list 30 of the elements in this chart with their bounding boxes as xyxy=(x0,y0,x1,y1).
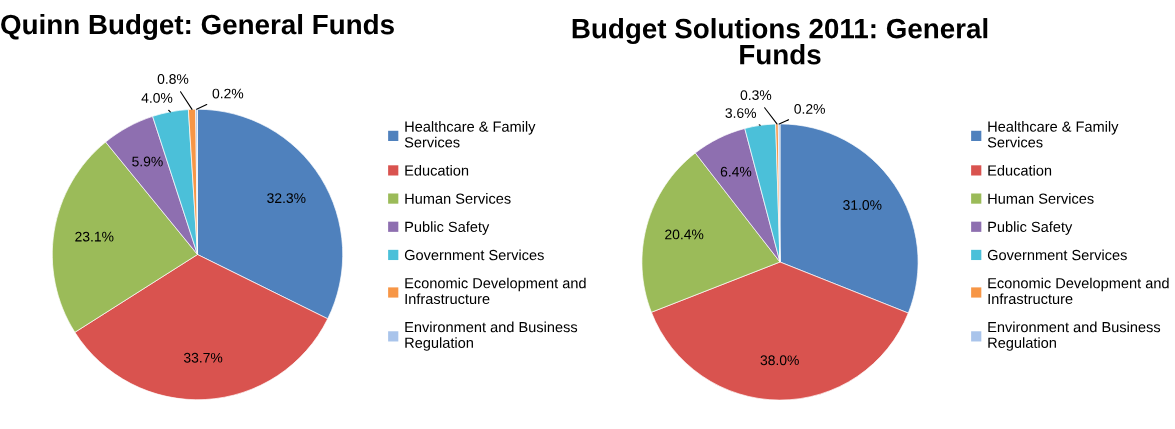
data-label: 5.9% xyxy=(132,156,163,167)
legend-label: Human Services xyxy=(988,193,1094,204)
data-label: 3.6% xyxy=(725,108,757,118)
legend-label: Healthcare & Family Services xyxy=(987,121,1119,148)
legend-label: Economic Development and Infrastructure xyxy=(988,277,1169,305)
legend-label: Education xyxy=(405,164,469,176)
legend-label: Economic Development and Infrastructure xyxy=(405,277,586,305)
legend-label: Environment and Business Regulation xyxy=(405,321,578,351)
data-label: 0.2% xyxy=(212,88,244,99)
legend-label: Government Services xyxy=(404,249,544,261)
data-label: 33.7% xyxy=(183,352,223,363)
data-label: 23.1% xyxy=(75,231,114,242)
data-label: 31.0% xyxy=(843,200,882,210)
data-label: 20.4% xyxy=(665,229,704,240)
legend-label: Environment and Business Regulation xyxy=(988,321,1161,351)
data-label: 6.4% xyxy=(720,166,752,177)
legend-label: Government Services xyxy=(987,249,1127,261)
legend-label: Healthcare & Family Services xyxy=(404,121,536,148)
legend-label: Education xyxy=(988,164,1052,176)
chart-title: Quinn Budget: General Funds xyxy=(1,13,394,41)
data-label: 38.0% xyxy=(760,355,799,366)
legend-label: Public Safety xyxy=(405,221,490,235)
chart-title: Budget Solutions 2011: General Funds xyxy=(572,18,988,65)
data-label: 32.3% xyxy=(267,193,306,204)
data-label: 0.8% xyxy=(157,74,189,84)
data-label: 0.2% xyxy=(794,103,825,114)
data-label: 0.3% xyxy=(740,90,772,101)
legend-label: Public Safety xyxy=(988,221,1073,235)
data-label: 4.0% xyxy=(141,92,173,103)
legend-label: Human Services xyxy=(405,193,511,204)
